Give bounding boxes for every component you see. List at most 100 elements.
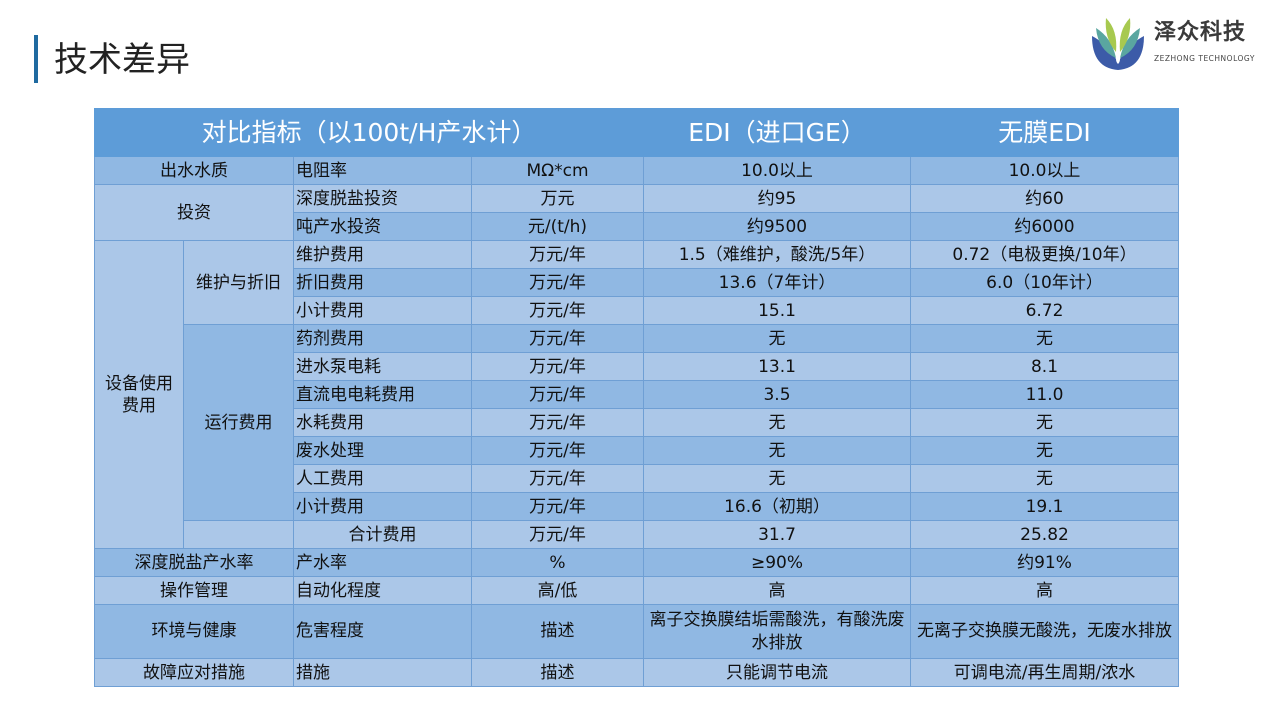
unit-cell: 万元/年 bbox=[471, 408, 644, 437]
edi-value: 13.6（7年计） bbox=[643, 268, 911, 297]
header-indicator: 对比指标（以100t/H产水计） bbox=[94, 108, 644, 157]
membraneless-value: 11.0 bbox=[910, 380, 1179, 409]
edi-value: 1.5（难维护，酸洗/5年） bbox=[643, 240, 911, 269]
unit-cell: 万元 bbox=[471, 184, 644, 213]
unit-cell: 万元/年 bbox=[471, 380, 644, 409]
membraneless-value: 25.82 bbox=[910, 520, 1179, 549]
group-label: 设备使用费用 bbox=[94, 240, 184, 549]
item-cell: 吨产水投资 bbox=[293, 212, 472, 241]
unit-cell: 万元/年 bbox=[471, 520, 644, 549]
item-cell: 产水率 bbox=[293, 548, 472, 577]
page-title: 技术差异 bbox=[54, 40, 190, 80]
unit-cell: 描述 bbox=[471, 658, 644, 687]
group-label: 运行费用 bbox=[183, 324, 294, 521]
table-row: 直流电电耗费用 万元/年 3.5 11.0 bbox=[95, 380, 1179, 409]
table-row: 环境与健康 危害程度 描述 离子交换膜结垢需酸洗，有酸洗废水排放 无离子交换膜无酸洗，无… bbox=[94, 604, 1179, 659]
table-row: 吨产水投资 元/(t/h) 约9500 约6000 bbox=[95, 212, 1179, 241]
unit-cell: 元/(t/h) bbox=[471, 212, 644, 241]
membraneless-value: 8.1 bbox=[910, 352, 1179, 381]
edi-value: 约95 bbox=[643, 184, 911, 213]
table-row: 深度脱盐产水率 产水率% ≥90% 约91% bbox=[94, 548, 1179, 577]
unit-cell: 万元/年 bbox=[471, 268, 644, 297]
membraneless-value: 6.0（10年计） bbox=[910, 268, 1179, 297]
logo-name-en: ZEZHONG TECHNOLOGY bbox=[1154, 54, 1255, 63]
membraneless-value: 约6000 bbox=[910, 212, 1179, 241]
unit-cell: 万元/年 bbox=[471, 464, 644, 493]
item-cell: 自动化程度 bbox=[293, 576, 472, 605]
item-cell: 人工费用 bbox=[293, 464, 472, 493]
unit-cell: 万元/年 bbox=[471, 296, 644, 325]
table-row: 出水水质 电阻率 MΩ*cm 10.0以上 10.0以上 bbox=[94, 156, 1179, 185]
unit-cell: 万元/年 bbox=[471, 492, 644, 521]
membraneless-value: 无 bbox=[910, 324, 1179, 353]
header-edi: EDI（进口GE） bbox=[643, 108, 911, 157]
edi-value: 无 bbox=[643, 408, 911, 437]
item-cell: 进水泵电耗 bbox=[293, 352, 472, 381]
edi-value: ≥90% bbox=[643, 548, 911, 577]
item-cell: 措施 bbox=[293, 658, 472, 687]
group-label: 深度脱盐产水率 bbox=[94, 548, 294, 577]
membraneless-value: 约60 bbox=[910, 184, 1179, 213]
table-row: 进水泵电耗 万元/年 13.1 8.1 bbox=[95, 352, 1179, 381]
table-row: 水耗费用 万元/年无无 bbox=[95, 408, 1179, 437]
group-label: 投资 bbox=[94, 184, 294, 241]
edi-value: 离子交换膜结垢需酸洗，有酸洗废水排放 bbox=[643, 604, 911, 659]
membraneless-value: 0.72（电极更换/10年） bbox=[910, 240, 1179, 269]
table-row: 故障应对措施 措施 描述 只能调节电流 可调电流/再生周期/浓水 bbox=[94, 658, 1179, 687]
item-cell: 折旧费用 bbox=[293, 268, 472, 297]
group-label: 出水水质 bbox=[94, 156, 294, 185]
unit-cell: % bbox=[471, 548, 644, 577]
group-label bbox=[183, 520, 294, 549]
table-row: 小计费用 万元/年 15.1 6.72 bbox=[95, 296, 1179, 325]
edi-value: 高 bbox=[643, 576, 911, 605]
unit-cell: 描述 bbox=[471, 604, 644, 659]
unit-cell: 万元/年 bbox=[471, 240, 644, 269]
company-logo: 泽众科技 ZEZHONG TECHNOLOGY bbox=[1088, 14, 1268, 74]
item-cell: 直流电电耗费用 bbox=[293, 380, 472, 409]
comparison-table: 对比指标（以100t/H产水计） EDI（进口GE） 无膜EDI 出水水质 电阻率… bbox=[94, 108, 1179, 687]
edi-value: 31.7 bbox=[643, 520, 911, 549]
item-cell: 水耗费用 bbox=[293, 408, 472, 437]
table-row: 设备使用费用 维护与折旧 维护费用 万元/年 1.5（难维护，酸洗/5年） 0.72（电极… bbox=[94, 240, 1179, 549]
edi-value: 10.0以上 bbox=[643, 156, 911, 185]
membraneless-value: 19.1 bbox=[910, 492, 1179, 521]
membraneless-value: 6.72 bbox=[910, 296, 1179, 325]
item-cell: 小计费用 bbox=[293, 492, 472, 521]
table-row: 运行费用 药剂费用 万元/年无无 bbox=[95, 324, 1179, 521]
membraneless-value: 高 bbox=[910, 576, 1179, 605]
edi-value: 无 bbox=[643, 436, 911, 465]
unit-cell: 高/低 bbox=[471, 576, 644, 605]
title-accent-bar bbox=[34, 35, 38, 83]
membraneless-value: 无 bbox=[910, 464, 1179, 493]
item-cell: 合计费用 bbox=[293, 520, 472, 549]
membraneless-value: 无 bbox=[910, 436, 1179, 465]
membraneless-value: 约91% bbox=[910, 548, 1179, 577]
unit-cell: MΩ*cm bbox=[471, 156, 644, 185]
membraneless-value: 无 bbox=[910, 408, 1179, 437]
item-cell: 深度脱盐投资 bbox=[293, 184, 472, 213]
item-cell: 危害程度 bbox=[293, 604, 472, 659]
table-row: 投资 深度脱盐投资 万元 约95 约60 bbox=[94, 184, 1179, 241]
item-cell: 废水处理 bbox=[293, 436, 472, 465]
item-cell: 药剂费用 bbox=[293, 324, 472, 353]
group-label: 故障应对措施 bbox=[94, 658, 294, 687]
table-row: 废水处理 万元/年无无 bbox=[95, 436, 1179, 465]
edi-value: 无 bbox=[643, 324, 911, 353]
edi-value: 无 bbox=[643, 464, 911, 493]
table-row: 小计费用 万元/年 16.6（初期） 19.1 bbox=[95, 492, 1179, 521]
group-label: 维护与折旧 bbox=[183, 240, 294, 325]
membraneless-value: 无离子交换膜无酸洗，无废水排放 bbox=[910, 604, 1179, 659]
item-cell: 小计费用 bbox=[293, 296, 472, 325]
unit-cell: 万元/年 bbox=[471, 436, 644, 465]
table-row: 操作管理 自动化程度 高/低高高 bbox=[94, 576, 1179, 605]
edi-value: 16.6（初期） bbox=[643, 492, 911, 521]
edi-value: 3.5 bbox=[643, 380, 911, 409]
edi-value: 只能调节电流 bbox=[643, 658, 911, 687]
group-label: 环境与健康 bbox=[94, 604, 294, 659]
table-row: 合计费用 万元/年 31.7 25.82 bbox=[95, 520, 1179, 549]
edi-value: 15.1 bbox=[643, 296, 911, 325]
unit-cell: 万元/年 bbox=[471, 352, 644, 381]
unit-cell: 万元/年 bbox=[471, 324, 644, 353]
group-label: 操作管理 bbox=[94, 576, 294, 605]
header-membraneless: 无膜EDI bbox=[910, 108, 1179, 157]
